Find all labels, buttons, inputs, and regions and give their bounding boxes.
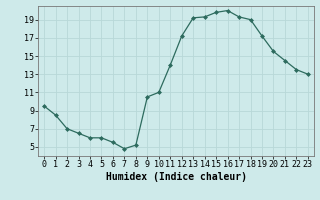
X-axis label: Humidex (Indice chaleur): Humidex (Indice chaleur)	[106, 172, 246, 182]
